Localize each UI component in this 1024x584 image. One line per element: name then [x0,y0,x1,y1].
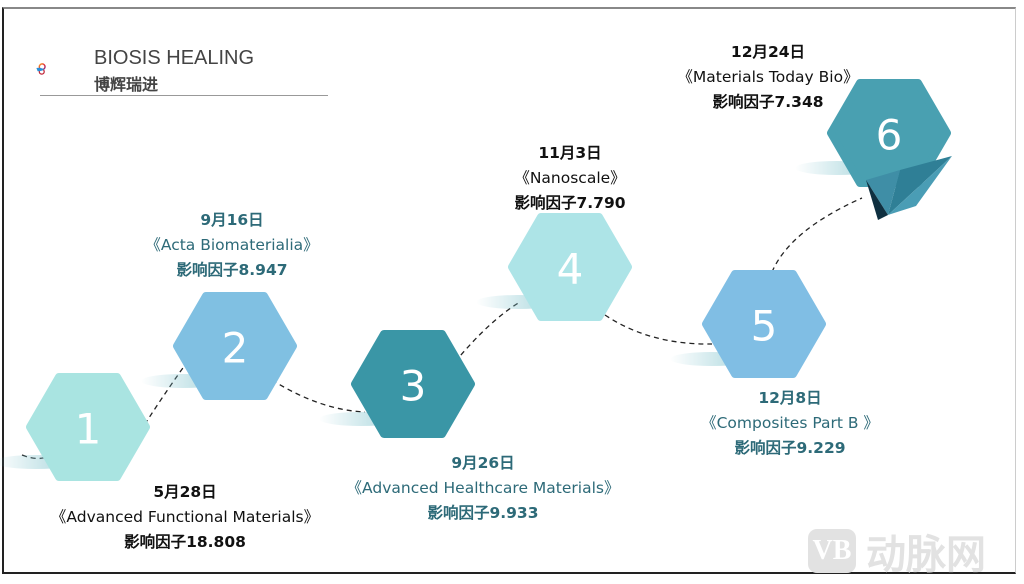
milestone-journal: 《Acta Biomaterialia》 [145,236,319,254]
watermark-text: 动脉网 [866,532,986,578]
milestone-impact: 影响因子18.808 [124,533,246,551]
milestone-hexagon-4 [508,213,632,321]
milestone-impact: 影响因子7.348 [712,93,824,111]
milestone-journal: 《Nanoscale》 [514,169,626,187]
milestone-journal: 《Advanced Healthcare Materials》 [346,479,620,497]
milestone-journal: 《Composites Part B 》 [701,414,879,432]
milestone-date: 12月8日 [758,389,822,407]
logo-name-en: BIOSIS HEALING [94,47,255,69]
milestone-number: 6 [876,111,903,160]
milestone-number: 4 [557,245,584,294]
logo-name-cn: 博辉瑞进 [94,75,159,94]
milestone-number: 2 [222,324,249,373]
milestone-label-4: 11月3日《Nanoscale》 影响因子7.790 [514,141,625,216]
milestone-number: 1 [75,405,102,454]
logo-divider [40,95,328,96]
milestone-journal: 《Materials Today Bio》 [677,68,859,86]
milestone-label-5: 12月8日《Composites Part B 》影响因子9.229 [701,386,879,461]
milestone-hexagon-1 [26,373,150,481]
milestone-label-1: 5月28日《Advanced Functional Materials》 影响因子… [51,480,319,555]
logo-mark [36,63,46,75]
milestone-impact: 影响因子9.933 [427,504,539,522]
milestone-impact: 影响因子9.229 [734,439,846,457]
milestone-date: 5月28日 [153,483,217,501]
milestone-journal: 《Advanced Functional Materials》 [50,508,320,526]
milestone-impact: 影响因子8.947 [176,261,288,279]
milestone-number: 3 [400,362,427,411]
milestone-number: 5 [751,302,778,351]
paper-plane-icon [866,156,952,220]
milestone-label-6: 12月24日《Materials Today Bio》 影响因子7.348 [677,40,858,115]
milestone-date: 9月26日 [451,454,515,472]
milestone-hexagon-3 [351,330,475,438]
milestone-hexagon-5 [702,270,826,378]
slide-frame [2,7,1016,574]
milestone-label-3: 9月26日《Advanced Healthcare Materials》 影响因子… [347,451,620,526]
milestone-hexagon-2 [173,292,297,400]
dashed-path [21,197,863,460]
milestone-date: 9月16日 [200,211,264,229]
milestone-label-2: 9月16日《Acta Biomaterialia》 影响因子8.947 [145,208,318,283]
watermark: VB 动脉网 [808,522,986,580]
milestone-date: 12月24日 [730,43,806,61]
milestone-date: 11月3日 [538,144,602,162]
watermark-badge: VB [808,529,856,573]
milestone-hexagon-6 [827,79,951,187]
milestone-impact: 影响因子7.790 [514,194,626,212]
